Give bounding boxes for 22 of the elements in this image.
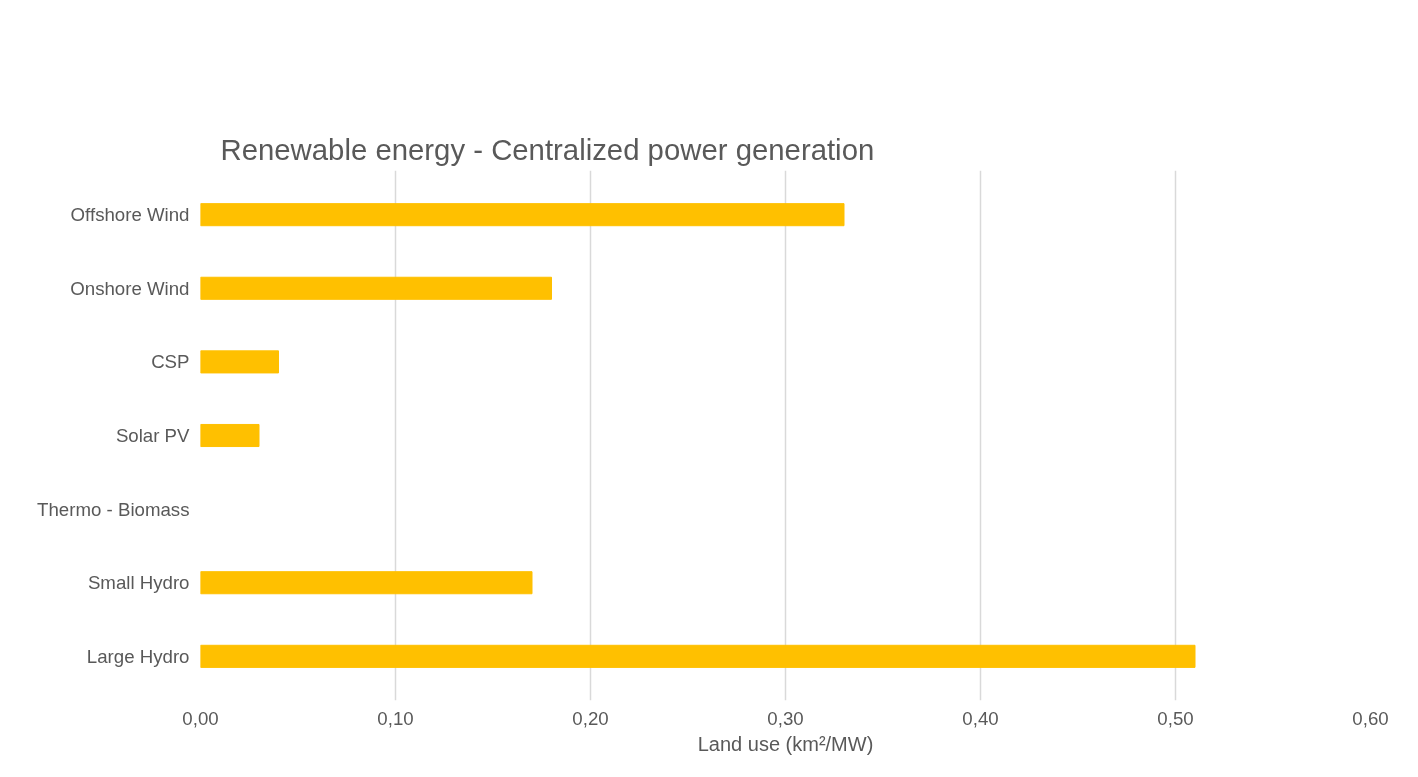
bar bbox=[200, 203, 845, 227]
bar bbox=[200, 276, 552, 300]
bar bbox=[200, 571, 533, 595]
x-axis-title: Land use (km²/MW) bbox=[697, 732, 874, 755]
y-tick-label: CSP bbox=[151, 351, 190, 373]
x-tick-label: 0,40 bbox=[962, 707, 999, 729]
y-tick-label: Offshore Wind bbox=[70, 204, 190, 226]
chart-title: Renewable energy - Centralized power generation bbox=[220, 132, 875, 166]
bar bbox=[200, 423, 260, 448]
x-tick-label: 0,60 bbox=[1352, 707, 1389, 729]
y-tick-label: Small Hydro bbox=[87, 572, 190, 594]
y-tick-label: Thermo - Biomass bbox=[37, 498, 190, 520]
bar bbox=[200, 350, 279, 374]
y-tick-label: Onshore Wind bbox=[70, 277, 190, 299]
bar bbox=[200, 644, 1196, 668]
y-tick-label: Large Hydro bbox=[86, 645, 190, 667]
x-tick-label: 0,10 bbox=[377, 707, 414, 729]
x-tick-label: 0,50 bbox=[1157, 707, 1194, 729]
x-tick-label: 0,20 bbox=[572, 707, 609, 729]
y-tick-label: Solar PV bbox=[115, 425, 191, 446]
x-tick-label: 0,30 bbox=[767, 707, 804, 729]
x-tick-label: 0,00 bbox=[182, 707, 219, 729]
